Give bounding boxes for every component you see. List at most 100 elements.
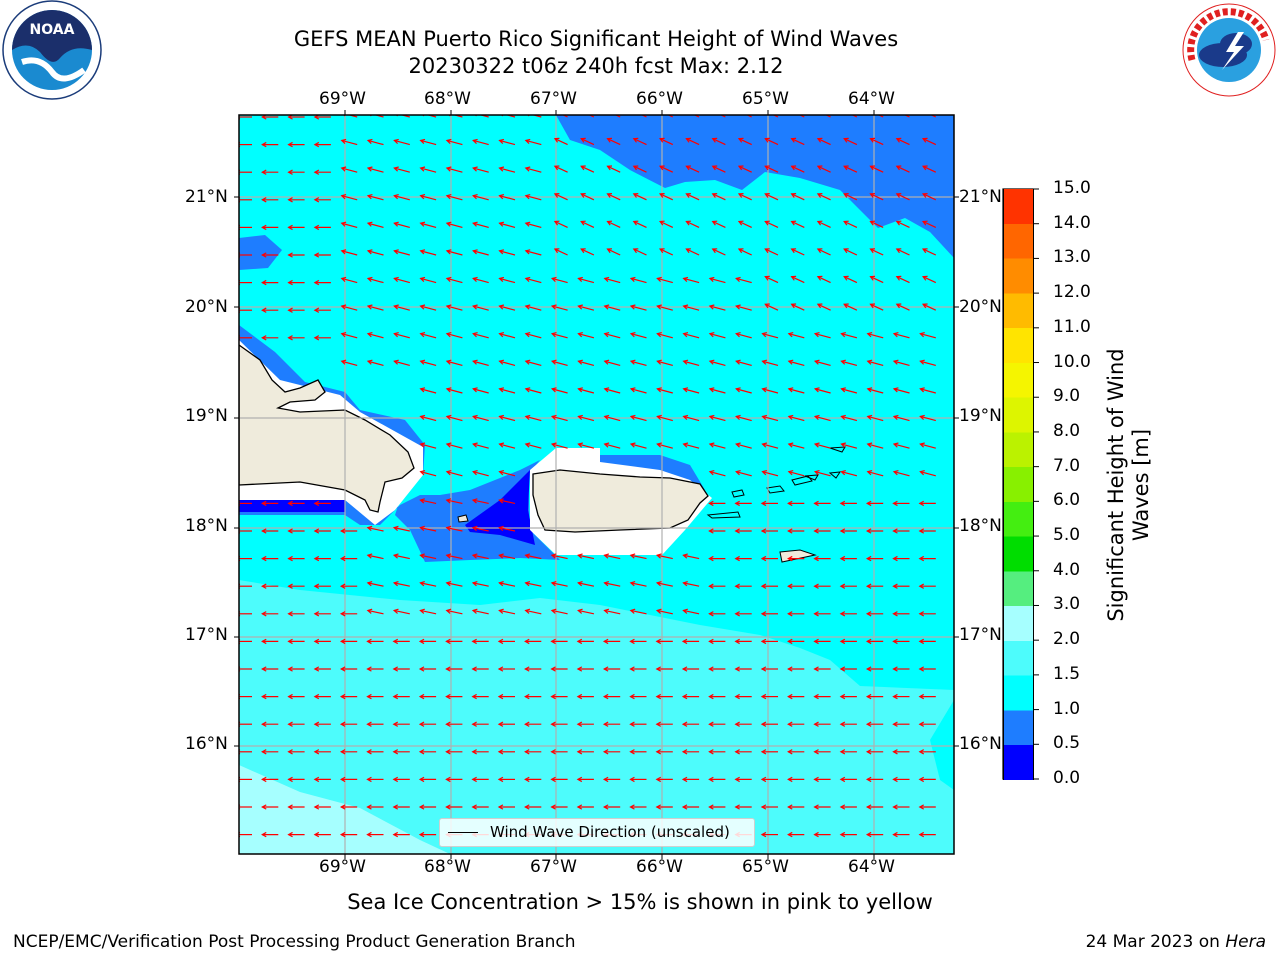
wind-wave-arrow-head <box>787 638 793 645</box>
wind-wave-arrow-head <box>813 776 819 783</box>
wind-wave-arrow-shaft <box>499 527 516 532</box>
wind-wave-arrow-shaft <box>843 165 858 173</box>
wind-wave-arrow-head <box>553 220 560 226</box>
wind-wave-arrow-head <box>261 611 267 617</box>
wind-wave-arrow-shaft <box>525 305 542 311</box>
wind-wave-arrow-head <box>392 831 399 838</box>
wind-wave-arrow-shaft <box>551 305 568 311</box>
wind-wave-arrow-head <box>681 638 688 645</box>
wind-wave-arrow-shaft <box>896 165 910 173</box>
wind-wave-arrow-head <box>471 776 477 783</box>
wind-wave-arrow-head <box>524 414 531 420</box>
wind-wave-arrow-head <box>869 303 876 309</box>
wind-wave-arrow-head <box>445 638 451 645</box>
wind-wave-arrow-head <box>472 138 478 144</box>
wind-wave-arrow-head <box>813 470 820 476</box>
wind-wave-arrow-head <box>339 804 346 810</box>
wind-wave-arrow-head <box>793 115 794 116</box>
wind-wave-arrow-head <box>918 666 925 672</box>
wind-wave-arrow-head <box>865 583 872 589</box>
wind-wave-arrow-head <box>340 359 347 365</box>
wind-wave-arrow-head <box>524 166 531 172</box>
wind-wave-arrow-head <box>764 220 770 226</box>
wind-wave-arrow-head <box>787 749 793 755</box>
wind-wave-arrow-head <box>735 304 741 310</box>
wind-wave-arrow-shaft <box>446 250 463 256</box>
wind-wave-arrow-head <box>895 165 902 171</box>
wind-wave-arrow-shaft <box>738 193 752 201</box>
wind-wave-arrow-shaft <box>446 333 463 339</box>
wind-wave-arrow-head <box>711 165 718 171</box>
wind-wave-arrow-head <box>735 414 741 420</box>
wind-wave-arrow-head <box>419 498 425 504</box>
wind-wave-arrow-shaft <box>472 582 489 587</box>
wind-wave-arrow-head <box>685 192 691 198</box>
wind-wave-arrow-head <box>498 581 504 587</box>
lat-label-right-18n: 18°N <box>959 516 1002 536</box>
wind-wave-arrow-shaft <box>867 471 884 477</box>
wind-wave-arrow-head <box>866 387 873 393</box>
wind-wave-arrow-head <box>629 276 636 282</box>
wind-wave-arrow-shaft <box>604 305 621 311</box>
wind-wave-arrow-shaft <box>551 443 568 449</box>
wind-wave-arrow-shaft <box>446 554 463 560</box>
wind-wave-arrow-shaft <box>473 305 489 311</box>
wind-wave-arrow-head <box>682 581 688 587</box>
wind-wave-arrow-head <box>313 307 320 313</box>
wind-wave-arrow-head <box>550 442 557 448</box>
colorbar-tick-label: 3.0 <box>1053 594 1081 615</box>
wind-wave-arrow-head <box>339 749 346 755</box>
colorbar-tick-label: 14.0 <box>1053 212 1091 233</box>
wind-wave-arrow-shaft <box>499 305 516 311</box>
wind-wave-arrow-shaft <box>922 138 937 146</box>
wind-wave-arrow-shaft <box>499 250 516 256</box>
wind-wave-arrow-head <box>655 804 662 810</box>
lon-label-top-68w: 68°W <box>424 89 471 109</box>
wind-wave-arrow-shaft <box>762 333 779 339</box>
wind-wave-arrow-head <box>865 638 872 645</box>
wind-wave-arrow-head <box>313 197 320 203</box>
wind-wave-arrow-shaft <box>630 360 647 366</box>
credit-right: 24 Mar 2023 on Hera <box>1086 932 1266 952</box>
wind-wave-arrow-head <box>261 749 267 755</box>
wind-wave-arrow-head <box>682 359 689 365</box>
credit-host: Hera <box>1225 932 1266 952</box>
wind-wave-arrow-head <box>734 749 740 755</box>
wind-wave-arrow-head <box>790 248 797 254</box>
wind-wave-arrow-head <box>340 332 347 338</box>
wind-wave-arrow-head <box>813 804 819 810</box>
wind-wave-arrow-head <box>629 608 636 614</box>
wind-wave-arrow-head <box>419 387 426 393</box>
wind-wave-arrow-head <box>392 693 399 700</box>
wind-wave-arrow-head <box>681 666 688 672</box>
wind-wave-arrow-shaft <box>394 333 410 339</box>
wind-wave-arrow-head <box>918 583 925 589</box>
wind-wave-arrow-head <box>843 248 849 254</box>
wind-wave-arrow-head <box>761 442 768 448</box>
wind-wave-arrow-head <box>261 307 267 313</box>
wind-wave-arrow-shaft <box>893 360 910 366</box>
wind-wave-arrow-head <box>681 804 688 810</box>
wind-wave-arrow-shaft <box>367 333 384 339</box>
wind-wave-arrow-head <box>708 721 714 727</box>
wind-wave-arrow-shaft <box>499 360 516 366</box>
wind-wave-arrow-shaft <box>659 220 674 228</box>
wind-wave-arrow-head <box>658 192 665 198</box>
wind-wave-arrow-head <box>393 359 399 365</box>
wind-wave-arrow-head <box>576 749 583 755</box>
wind-wave-arrow-shaft <box>920 443 936 449</box>
wind-wave-arrow-head <box>366 608 373 614</box>
wind-wave-arrow-head <box>681 776 688 783</box>
wind-wave-arrow-shaft <box>394 222 410 228</box>
wind-wave-arrow-shaft <box>525 250 542 256</box>
wind-wave-arrow-head <box>840 359 846 365</box>
wind-wave-arrow-shaft <box>614 115 621 118</box>
wind-wave-arrow-head <box>764 275 770 281</box>
wind-wave-arrow-shaft <box>870 248 884 256</box>
wind-wave-arrow-head <box>287 252 293 258</box>
wind-wave-arrow-head <box>921 303 928 309</box>
wind-wave-arrow-head <box>471 804 477 810</box>
wind-wave-arrow-head <box>498 553 504 559</box>
wind-wave-arrow-head <box>550 749 556 755</box>
wind-wave-arrow-head <box>843 303 849 309</box>
